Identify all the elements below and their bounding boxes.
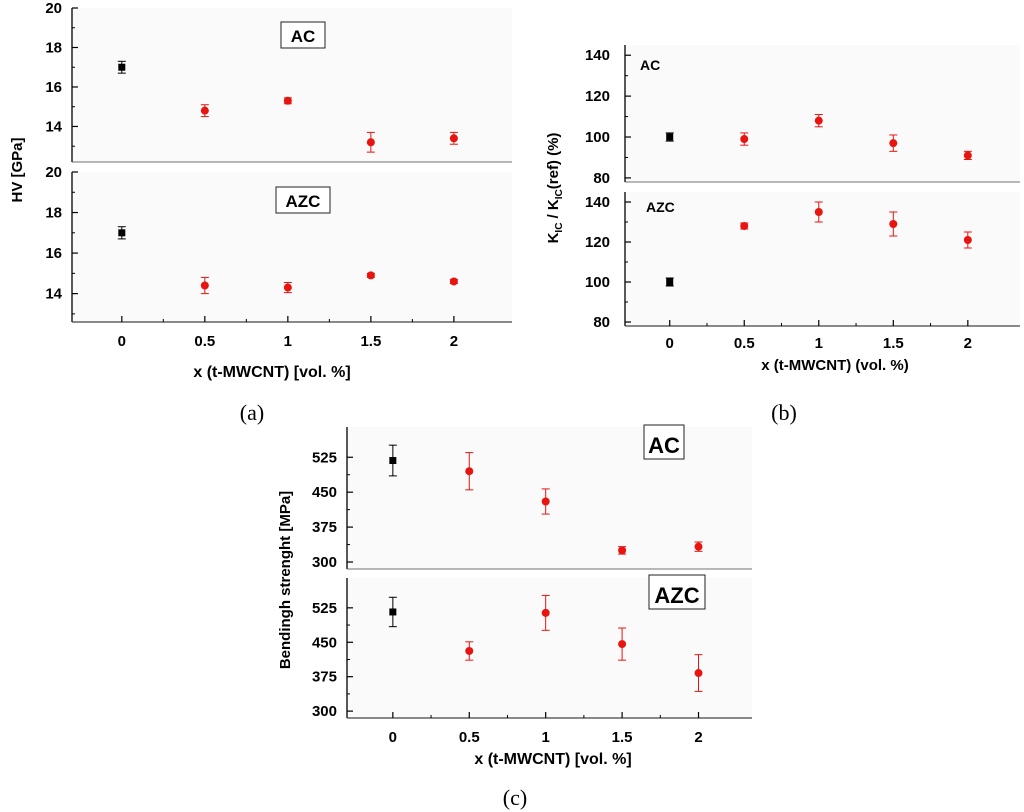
data-point-square: [666, 278, 674, 286]
chart-b-xlabel: x (t-MWCNT) (vol. %): [761, 357, 908, 374]
data-point-square: [389, 608, 397, 616]
data-point-circle: [449, 277, 458, 286]
data-point-circle: [283, 283, 292, 292]
y-tick-label: 375: [312, 669, 337, 686]
y-tick-label: 14: [45, 118, 62, 135]
data-point-circle: [740, 135, 749, 144]
y-tick-label: 120: [585, 234, 610, 251]
chart-c-ylabel: Bendingh strenght [MPa]: [277, 491, 294, 669]
chart-a-xlabel: x (t-MWCNT) [vol. %]: [193, 364, 350, 381]
y-tick-label: 120: [585, 88, 610, 105]
panel-label: AC: [640, 57, 660, 73]
data-point-circle: [465, 646, 474, 655]
x-tick-label: 0.5: [194, 333, 215, 350]
y-tick-label: 300: [312, 554, 337, 571]
panel-label-box: [275, 186, 331, 214]
y-tick-label: 140: [585, 194, 610, 211]
panel-label: AC: [291, 27, 316, 46]
chart-b-caption: (b): [771, 400, 797, 425]
data-point-circle: [618, 546, 627, 555]
x-tick-label: 2: [964, 335, 972, 352]
y-tick-label: 525: [312, 449, 337, 466]
data-point-circle: [889, 220, 898, 228]
x-tick-label: 0.5: [459, 729, 480, 746]
data-point-circle: [963, 151, 972, 160]
x-tick-label: 0: [118, 333, 126, 350]
y-tick-label: 16: [45, 245, 62, 262]
panel-label: AZC: [286, 192, 321, 211]
data-point-circle: [618, 640, 627, 649]
x-tick-label: 1: [284, 333, 292, 350]
data-point-circle: [449, 134, 458, 143]
y-tick-label: 100: [585, 129, 610, 146]
chart-c-plot: 300 375 450 525 AC 300 375 450 525 AZC 0 0.5 1 1.5 2: [312, 424, 752, 746]
x-tick-label: 1: [815, 335, 823, 352]
y-tick-label: 20: [45, 164, 62, 181]
chart-b: KIC / KIC(ref) (%) x (t-MWCNT) (vol. %) …: [545, 133, 909, 425]
panel-label-box: [648, 574, 706, 610]
y-tick-label: 375: [312, 519, 337, 536]
panel-label-box: [643, 424, 685, 460]
x-tick-label: 1: [542, 729, 550, 746]
y-tick-label: 18: [45, 39, 62, 56]
y-tick-label: 525: [312, 600, 337, 617]
y-tick-label: 450: [312, 484, 337, 501]
x-tick-label: 1.5: [360, 333, 381, 350]
data-point-circle: [740, 222, 749, 230]
data-point-circle: [283, 96, 292, 105]
data-point-circle: [814, 208, 823, 216]
data-point-square: [118, 229, 126, 237]
data-point-circle: [963, 236, 972, 244]
y-tick-label: 20: [45, 0, 62, 17]
data-point-circle: [366, 138, 375, 147]
chart-a-plot: 14 16 18 20 AC 14 16 18 20 AZC 0 0.5 1 1.5 2: [45, 0, 512, 350]
y-tick-label: 18: [45, 205, 62, 222]
data-point-circle: [694, 542, 703, 551]
y-tick-label: 80: [593, 170, 610, 187]
x-tick-label: 1.5: [883, 335, 904, 352]
data-point-square: [389, 457, 397, 465]
y-tick-label: 140: [585, 47, 610, 64]
y-tick-label: 300: [312, 703, 337, 720]
x-tick-label: 1.5: [612, 729, 633, 746]
chart-a-ylabel: HV [GPa]: [9, 137, 26, 202]
y-tick-label: 100: [585, 274, 610, 291]
data-point-circle: [541, 497, 550, 506]
chart-c-xlabel: x (t-MWCNT) [vol. %]: [474, 751, 631, 768]
chart-b-plot: 80 100 120 140 AC 80 100 120 140 AZC 0 0.5 1 1.5 2: [585, 45, 1020, 352]
chart-c-caption: (c): [503, 785, 527, 810]
x-tick-label: 0.5: [734, 335, 755, 352]
panel-label-box: [280, 21, 326, 49]
data-point-square: [666, 133, 674, 141]
data-point-circle: [541, 608, 550, 617]
panel-background: [625, 192, 1020, 326]
x-tick-label: 2: [450, 333, 458, 350]
x-tick-label: 0: [389, 729, 397, 746]
chart-a-caption: (a): [240, 400, 264, 425]
y-tick-label: 80: [593, 314, 610, 331]
data-point-circle: [694, 669, 703, 678]
data-point-square: [118, 63, 126, 71]
x-tick-label: 0: [666, 335, 674, 352]
data-point-circle: [200, 106, 209, 115]
x-tick-label: 2: [694, 729, 702, 746]
y-tick-label: 16: [45, 79, 62, 96]
chart-c: Bendingh strenght [MPa] x (t-MWCNT) [vol…: [277, 491, 632, 810]
data-point-circle: [889, 139, 898, 148]
panel-background: [347, 427, 752, 569]
data-point-circle: [366, 271, 375, 280]
chart-a: HV [GPa] x (t-MWCNT) [vol. %] (a): [9, 137, 351, 425]
data-point-circle: [814, 116, 823, 125]
chart-b-ylabel: KIC / KIC(ref) (%): [545, 133, 565, 244]
panel-label: AZC: [646, 199, 675, 215]
y-tick-label: 450: [312, 634, 337, 651]
panel-label: AC: [648, 433, 680, 458]
data-point-circle: [465, 467, 474, 476]
y-tick-label: 14: [45, 286, 62, 303]
data-point-circle: [200, 281, 209, 290]
panel-background: [625, 45, 1020, 182]
panel-label: AZC: [654, 583, 699, 608]
